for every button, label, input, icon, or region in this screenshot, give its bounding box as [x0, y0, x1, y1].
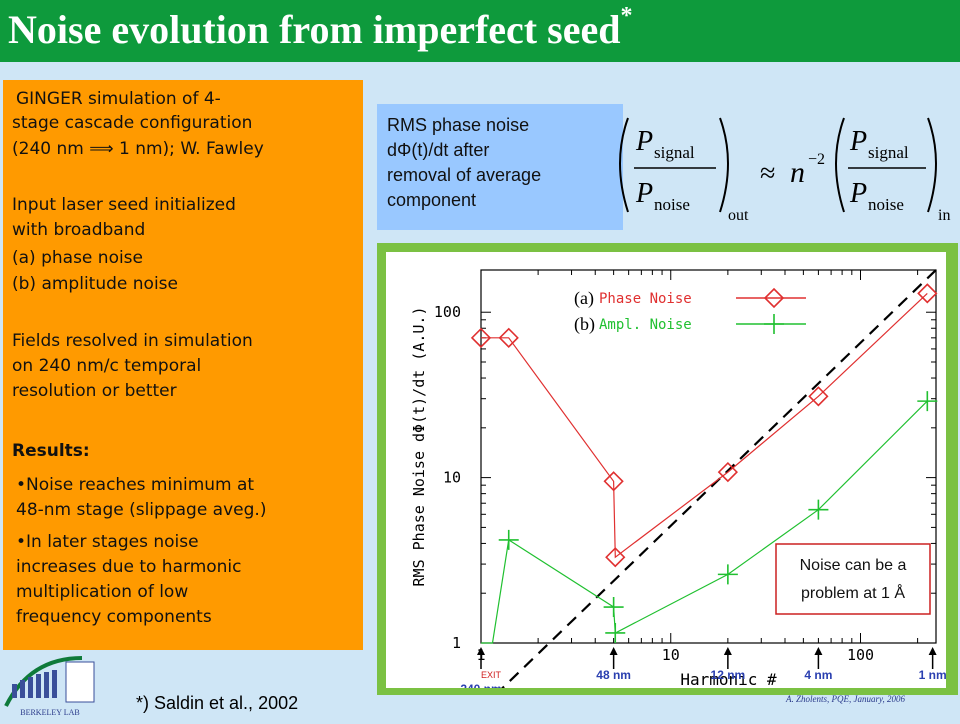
- title-text: Noise evolution from imperfect seed: [8, 7, 621, 52]
- desc-line: increases due to harmonic: [16, 557, 242, 577]
- title-bar: Noise evolution from imperfect seed*: [0, 0, 960, 62]
- rms-line: RMS phase noise: [387, 115, 530, 135]
- data-point-phase-noise: [605, 547, 626, 568]
- formula-noise-sub-left: noise: [654, 195, 690, 214]
- stage-arrowhead: [723, 647, 732, 655]
- desc-line: (240 nm ⟹ 1 nm); W. Fawley: [12, 139, 264, 159]
- desc-line: stage cascade configuration: [12, 113, 253, 133]
- rms-line: dΦ(t)/dt after: [387, 140, 490, 160]
- desc-line: multiplication of low: [16, 582, 189, 602]
- formula-noise-sub-right: noise: [868, 195, 904, 214]
- y-tick-label: 100: [434, 303, 461, 321]
- desc-line: (b) amplitude noise: [12, 274, 178, 294]
- desc-line: Input laser seed initialized: [12, 195, 236, 215]
- footnote: *) Saldin et al., 2002: [136, 693, 299, 713]
- y-tick-label: 1: [452, 634, 461, 652]
- formula-p-noise-left: P: [635, 178, 653, 209]
- berkeley-lab-logo: BERKELEY LAB: [0, 650, 100, 720]
- desc-line: GINGER simulation of 4-: [16, 89, 221, 109]
- credit: A. Zholents, PQE, January, 2006: [786, 694, 905, 704]
- series-line-ampl-noise: [481, 400, 928, 644]
- title-footnote-mark: *: [620, 2, 633, 29]
- formula-out: out: [728, 207, 749, 224]
- data-point-ampl-noise: [603, 597, 624, 618]
- data-point-ampl-noise: [717, 564, 738, 585]
- stage-arrowhead: [814, 647, 823, 655]
- rms-description-box: [377, 104, 623, 230]
- desc-line: 48-nm stage (slippage aveg.): [16, 500, 267, 520]
- desc-line: on 240 nm/c temporal: [12, 356, 202, 376]
- series-line-phase-noise: [481, 292, 928, 559]
- legend-marker: [764, 314, 784, 334]
- legend-series-name: Ampl. Noise: [599, 317, 692, 333]
- x-tick-label: 10: [662, 646, 680, 664]
- rms-line: component: [387, 190, 477, 210]
- data-point-ampl-noise: [605, 622, 626, 643]
- x-tick-label: 1: [476, 646, 485, 664]
- desc-line: •Noise reaches minimum at: [16, 475, 255, 495]
- rms-line: removal of average: [387, 165, 542, 185]
- stage-label: 48 nm: [596, 668, 631, 682]
- y-axis-label: RMS Phase Noise dΦ(t)/dt (A.U.): [410, 307, 428, 587]
- formula-p-signal-left: P: [635, 126, 653, 157]
- data-point-ampl-noise: [917, 391, 938, 412]
- formula-exponent: −2: [808, 151, 825, 168]
- x-axis-label: Harmonic #: [680, 670, 777, 688]
- x-tick-label: 100: [847, 646, 874, 664]
- desc-line: resolution or better: [12, 381, 177, 401]
- annotation-line-2: problem at 1 Å: [801, 583, 905, 602]
- data-point-phase-noise: [498, 327, 519, 348]
- stage-label: 1 nm: [919, 668, 946, 682]
- desc-line: (a) phase noise: [12, 248, 144, 268]
- formula: P signal P noise out ≈ n −2 P signal P n…: [619, 117, 950, 224]
- legend-series-tag: (a): [574, 288, 594, 309]
- data-point-phase-noise: [808, 386, 829, 407]
- y-tick-label: 10: [443, 469, 461, 487]
- stage-label: 12 nm: [711, 668, 746, 682]
- reference-line: [500, 269, 937, 688]
- logo-text: BERKELEY LAB: [20, 708, 79, 717]
- stage-label: 240 nm: [460, 682, 501, 688]
- annotation-box: [775, 543, 931, 615]
- annotation-line-1: Noise can be a: [800, 557, 907, 574]
- noise-chart: 1 10 100 1 10 100 Harmonic # RMS Phase Noise dΦ…: [386, 252, 946, 688]
- formula-signal-sub-left: signal: [654, 143, 695, 162]
- formula-p-signal-right: P: [849, 126, 867, 157]
- legend-series-name: Phase Noise: [599, 291, 692, 307]
- formula-signal-sub-right: signal: [868, 143, 909, 162]
- formula-approx: ≈: [760, 158, 775, 189]
- plot-area: [480, 269, 937, 644]
- stage-arrowhead: [928, 647, 937, 655]
- desc-line: Fields resolved in simulation: [12, 331, 253, 351]
- legend-marker: [763, 287, 785, 309]
- stage-arrowhead: [609, 647, 618, 655]
- data-point-phase-noise: [717, 461, 738, 483]
- stage-sublabel: EXIT: [481, 670, 502, 680]
- description-panel: [3, 80, 363, 650]
- desc-line: with broadband: [12, 220, 146, 240]
- data-point-ampl-noise: [498, 529, 519, 550]
- legend-series-tag: (b): [574, 314, 595, 335]
- desc-line: frequency components: [16, 607, 212, 627]
- data-point-phase-noise: [917, 283, 938, 304]
- page-title: Noise evolution from imperfect seed*: [8, 2, 633, 53]
- stage-arrowhead: [477, 647, 485, 655]
- data-point-phase-noise: [470, 327, 492, 348]
- desc-line: •In later stages noise: [16, 532, 199, 552]
- formula-in: in: [938, 207, 950, 224]
- results-heading: Results:: [12, 441, 90, 461]
- data-point-ampl-noise: [808, 499, 829, 520]
- formula-n: n: [790, 156, 805, 189]
- chart-background: [386, 252, 946, 688]
- logo-graphic: BERKELEY LAB: [4, 656, 95, 717]
- stage-label: 4 nm: [804, 668, 832, 682]
- formula-p-noise-right: P: [849, 178, 867, 209]
- data-point-phase-noise: [603, 471, 624, 492]
